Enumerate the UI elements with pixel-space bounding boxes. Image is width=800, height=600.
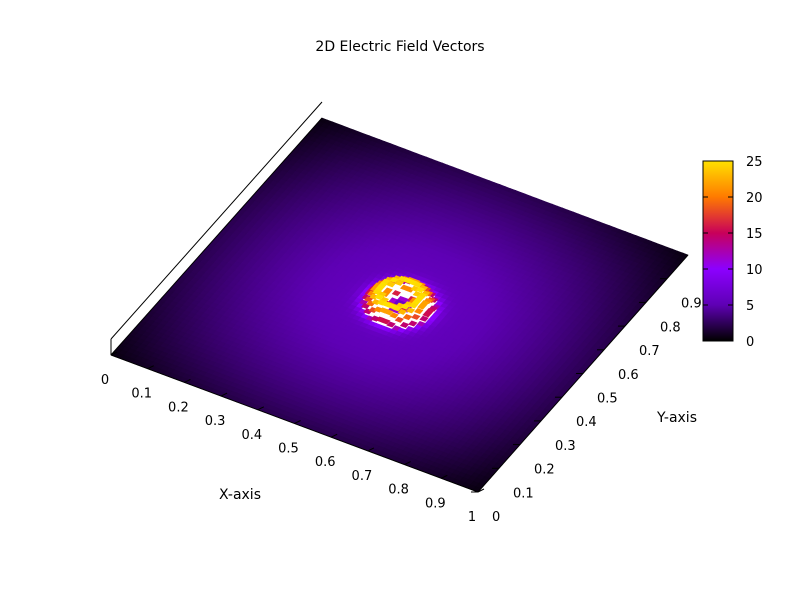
surface-cell bbox=[411, 313, 421, 320]
x-tick-label: 0.9 bbox=[425, 496, 446, 511]
x-tick-label: 0.2 bbox=[168, 400, 189, 415]
x-tick-label: 0.5 bbox=[278, 442, 299, 457]
colorbar-tick-label: 10 bbox=[746, 263, 763, 278]
y-tick-label: 0.4 bbox=[576, 415, 597, 430]
x-tick-label: 0.6 bbox=[315, 455, 336, 470]
surface-mesh bbox=[110, 117, 689, 493]
colorbar bbox=[702, 160, 734, 342]
x-tick-label: 0 bbox=[101, 373, 109, 388]
colorbar-tick-label: 15 bbox=[746, 227, 763, 242]
y-tick-label: 0.2 bbox=[534, 463, 555, 478]
x-axis-label: X-axis bbox=[219, 487, 261, 503]
colorbar-tick-label: 20 bbox=[746, 191, 763, 206]
x-tick-label: 0.7 bbox=[352, 469, 373, 484]
y-axis-label: Y-axis bbox=[656, 410, 697, 426]
surface-cell bbox=[408, 320, 418, 327]
colorbar-tick-label: 5 bbox=[746, 299, 754, 314]
colorbar-tick-label: 25 bbox=[746, 155, 763, 170]
y-tick-label: 0.7 bbox=[639, 344, 660, 359]
x-tick-label: 0.3 bbox=[205, 414, 226, 429]
colorbar-tick-label: 0 bbox=[746, 335, 754, 350]
x-tick-label: 1 bbox=[468, 510, 476, 525]
surface-cell bbox=[394, 316, 404, 323]
y-tick-label: 0.8 bbox=[660, 320, 681, 335]
surface-cell bbox=[402, 314, 413, 321]
y-tick-label: 0.9 bbox=[681, 297, 702, 312]
y-tick-label: 0.6 bbox=[618, 368, 639, 383]
chart-title: 2D Electric Field Vectors bbox=[315, 39, 484, 55]
x-tick-label: 0.4 bbox=[241, 428, 262, 443]
y-tick-label: 0.3 bbox=[555, 439, 576, 454]
x-tick-label: 0.1 bbox=[131, 387, 152, 402]
surface-cell bbox=[391, 290, 402, 297]
surface-cell bbox=[414, 308, 424, 315]
surface-cell bbox=[419, 315, 429, 322]
x-tick-label: 0.8 bbox=[388, 483, 409, 498]
y-tick-label: 0 bbox=[492, 510, 500, 525]
surface-cell bbox=[399, 321, 410, 329]
y-tick-label: 0.1 bbox=[513, 486, 534, 501]
y-tick-label: 0.5 bbox=[597, 392, 618, 407]
